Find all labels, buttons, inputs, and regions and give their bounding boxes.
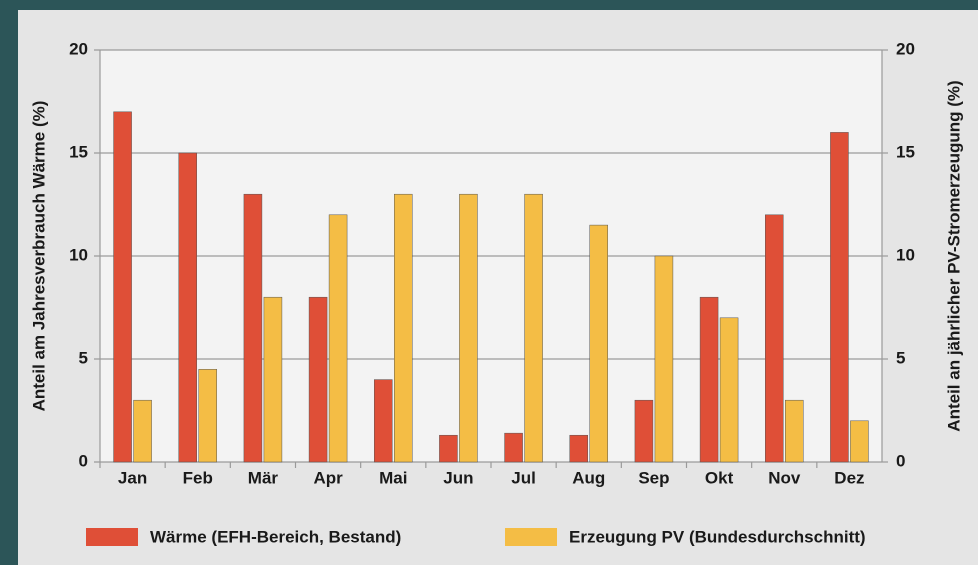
bar [178,152,197,463]
bar [328,214,348,463]
bar [634,399,654,463]
x-tick-label: Jul [511,468,536,487]
y2-tick-label: 10 [896,245,915,264]
x-tick-label: Feb [183,468,213,487]
bar [524,193,543,463]
y2-axis-label: Anteil an jährlicher PV-Stromerzeugung (… [944,80,963,431]
legend-label: Wärme (EFH-Bereich, Bestand) [150,527,401,546]
x-tick-label: Jan [118,468,147,487]
y-tick-label: 10 [69,245,88,264]
bar [459,193,478,463]
x-tick-label: Apr [313,468,343,487]
y-tick-label: 5 [79,348,88,367]
bar [198,369,217,463]
bar [785,399,804,463]
legend-swatch [86,528,138,546]
y2-tick-label: 5 [896,348,905,367]
bar [830,132,849,463]
y-tick-label: 15 [69,142,88,161]
x-tick-label: Dez [834,468,864,487]
y2-tick-label: 15 [896,142,915,161]
bar [133,399,152,463]
bar [374,379,393,463]
x-tick-label: Mär [248,468,279,487]
x-tick-label: Mai [379,468,407,487]
bar [113,111,132,463]
legend-swatch [505,528,557,546]
x-tick-label: Sep [638,468,669,487]
x-tick-label: Aug [572,468,605,487]
legend-label: Erzeugung PV (Bundesdurchschnitt) [569,527,866,546]
bar [719,317,739,463]
bar [394,193,413,463]
x-tick-label: Okt [705,468,734,487]
bar [699,296,719,463]
y2-tick-label: 0 [896,451,905,470]
y-tick-label: 20 [69,39,88,58]
bar [243,193,263,463]
y2-tick-label: 20 [896,39,915,58]
bar [765,214,784,463]
bar [308,296,328,463]
x-tick-label: Nov [768,468,801,487]
bar [263,296,283,463]
y-tick-label: 0 [79,451,88,470]
bar [850,420,869,463]
bar [504,432,523,463]
y-axis-label: Anteil am Jahresverbrauch Wärme (%) [29,101,48,412]
bar [589,224,608,463]
bar [654,255,674,463]
bar [439,434,458,463]
bar [569,434,588,463]
x-tick-label: Jun [443,468,473,487]
